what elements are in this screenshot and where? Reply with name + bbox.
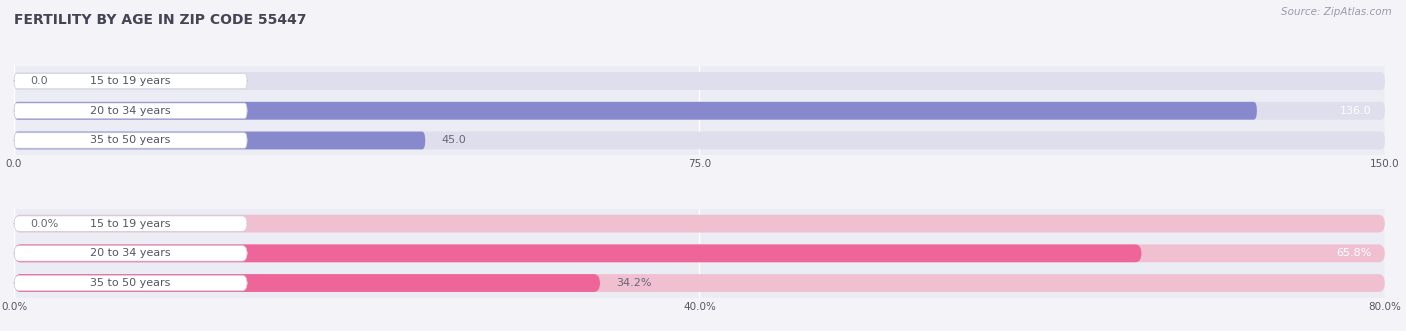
FancyBboxPatch shape <box>14 131 1385 149</box>
FancyBboxPatch shape <box>14 102 1257 120</box>
FancyBboxPatch shape <box>14 131 426 149</box>
Text: 65.8%: 65.8% <box>1336 248 1371 258</box>
Text: 45.0: 45.0 <box>441 135 467 145</box>
FancyBboxPatch shape <box>14 275 247 291</box>
Text: 15 to 19 years: 15 to 19 years <box>90 76 172 86</box>
Text: 35 to 50 years: 35 to 50 years <box>90 278 170 288</box>
FancyBboxPatch shape <box>14 274 1385 292</box>
Text: 0.0: 0.0 <box>31 76 48 86</box>
Text: 35 to 50 years: 35 to 50 years <box>90 135 170 145</box>
Text: 136.0: 136.0 <box>1340 106 1371 116</box>
FancyBboxPatch shape <box>14 72 1385 90</box>
Text: 15 to 19 years: 15 to 19 years <box>90 219 172 229</box>
FancyBboxPatch shape <box>14 73 247 89</box>
Text: 34.2%: 34.2% <box>617 278 652 288</box>
FancyBboxPatch shape <box>14 244 1142 262</box>
Text: 20 to 34 years: 20 to 34 years <box>90 248 172 258</box>
FancyBboxPatch shape <box>14 215 1385 233</box>
FancyBboxPatch shape <box>14 103 247 118</box>
FancyBboxPatch shape <box>14 216 247 231</box>
Text: 20 to 34 years: 20 to 34 years <box>90 106 172 116</box>
FancyBboxPatch shape <box>14 102 1385 120</box>
Text: Source: ZipAtlas.com: Source: ZipAtlas.com <box>1281 7 1392 17</box>
FancyBboxPatch shape <box>14 246 247 261</box>
Text: 0.0%: 0.0% <box>31 219 59 229</box>
FancyBboxPatch shape <box>14 133 247 148</box>
Text: FERTILITY BY AGE IN ZIP CODE 55447: FERTILITY BY AGE IN ZIP CODE 55447 <box>14 13 307 27</box>
FancyBboxPatch shape <box>14 244 1385 262</box>
FancyBboxPatch shape <box>14 274 600 292</box>
